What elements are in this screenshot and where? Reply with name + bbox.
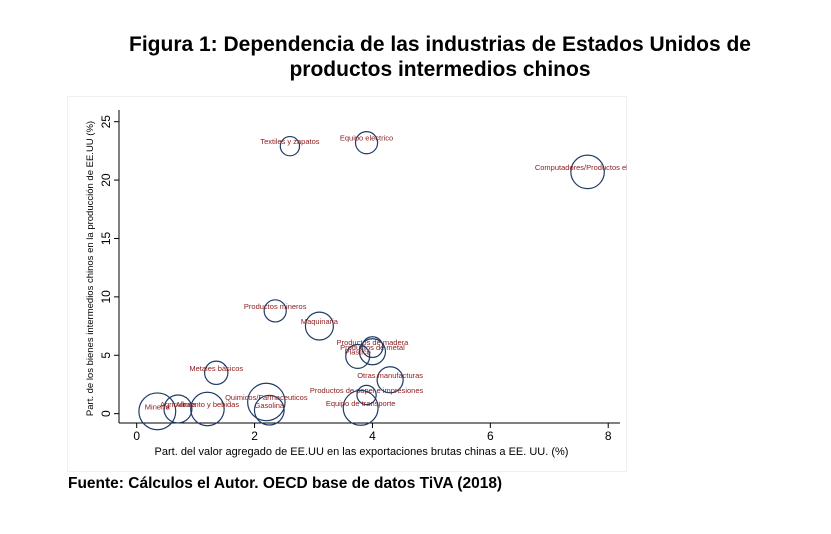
data-point — [203, 360, 229, 386]
x-tick-label: 6 — [487, 429, 494, 443]
x-tick-label: 2 — [251, 429, 258, 443]
data-point — [190, 391, 225, 427]
data-point — [138, 392, 177, 431]
point-label: Minería — [145, 402, 171, 411]
plot-frame — [67, 96, 627, 472]
data-point — [358, 338, 387, 366]
scatter-chart: 0 2 4 6 8 0 5 10 15 20 25 Part. del valor agregado … — [85, 110, 627, 458]
point-label: Computadores/Productos electr — [535, 163, 627, 172]
source-note: Fuente: Cálculos el Autor. OECD base de … — [68, 475, 503, 492]
chart-title-line2: productos intermedios chinos — [289, 58, 591, 81]
data-point — [247, 382, 286, 422]
x-tick-label: 4 — [369, 429, 376, 443]
data-point — [376, 366, 404, 394]
data-point — [354, 131, 379, 155]
point-label: Maquinaria — [301, 317, 339, 326]
y-tick-label: 10 — [99, 290, 113, 304]
point-label: Equipo electrico — [340, 134, 393, 143]
y-tick-label: 0 — [99, 410, 113, 417]
data-point — [304, 311, 334, 341]
point-label: Agricultura — [160, 400, 197, 409]
data-point — [570, 154, 605, 190]
point-label: Productos de papel e impresiones — [310, 386, 424, 395]
data-point — [263, 299, 287, 323]
y-tick-label: 15 — [99, 231, 113, 245]
x-tick-label: 0 — [133, 429, 140, 443]
data-point — [279, 135, 301, 157]
data-point — [253, 394, 285, 426]
point-label: Metales básicos — [189, 364, 243, 373]
y-axis-title: Part. de los bienes intermedios chinos e… — [85, 121, 96, 416]
point-label: Plastico — [345, 347, 371, 356]
y-tick-label: 20 — [99, 173, 113, 187]
data-point — [356, 384, 377, 406]
chart-axes: 0 2 4 6 8 0 5 10 15 20 25 Part. del valor agregado … — [85, 110, 620, 458]
point-label: Equipo de transporte — [326, 399, 396, 408]
y-tick-label: 5 — [99, 352, 113, 359]
data-point — [361, 336, 384, 359]
point-label: Productos mineros — [244, 302, 307, 311]
point-label: Alimento y bebidas — [176, 400, 240, 409]
x-tick-label: 8 — [605, 429, 612, 443]
chart-title-line1: Figura 1: Dependencia de las industrias … — [129, 33, 751, 56]
x-axis-title: Part. del valor agregado de EE.UU en las… — [155, 446, 569, 458]
chart-points: Textiles y zapatos Equipo electrico Comput… — [138, 131, 627, 431]
point-label: Textiles y zapatos — [260, 137, 319, 146]
data-point — [342, 389, 379, 426]
point-label: Productos de madera — [337, 338, 410, 347]
point-label: Gasolina — [254, 401, 284, 410]
point-label: Productos de metal — [340, 343, 405, 352]
data-point — [163, 394, 193, 424]
point-label: Otras manufacturas — [357, 371, 423, 380]
data-point — [345, 343, 371, 369]
y-tick-label: 25 — [99, 115, 113, 129]
point-label: Quimicos/Farmaceuticos — [225, 393, 308, 402]
